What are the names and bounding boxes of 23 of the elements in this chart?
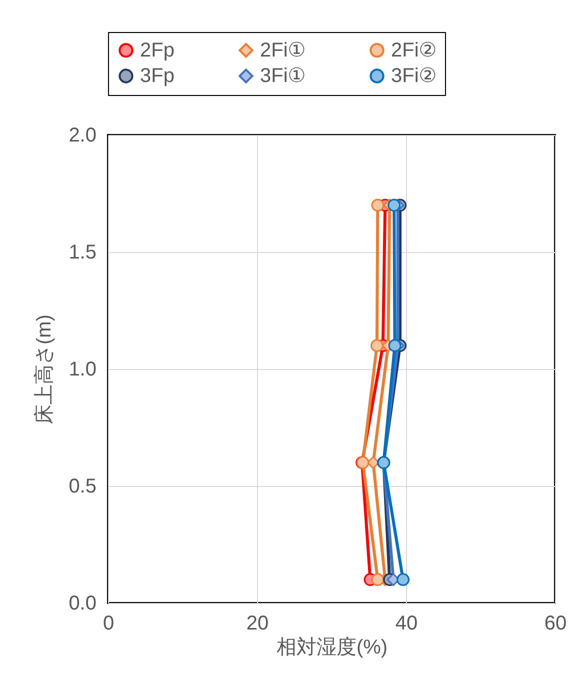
legend-label: 2Fp <box>140 39 174 62</box>
legend-label: 2Fi① <box>260 39 306 62</box>
legend-label: 3Fi① <box>260 65 306 87</box>
legend-label: 3Fp <box>140 65 174 87</box>
y-tick-label: 2.0 <box>68 124 96 146</box>
point <box>396 573 410 586</box>
point <box>388 339 402 352</box>
y-tick-label: 0.0 <box>68 592 96 614</box>
x-tick-label: 0 <box>102 612 114 634</box>
legend-label: 2Fi② <box>391 39 437 62</box>
y-tick-label: 1.0 <box>68 358 96 380</box>
point <box>388 198 401 212</box>
x-tick-label: 60 <box>544 612 567 634</box>
x-axis-title: 相対湿度(%) <box>276 636 388 658</box>
y-axis-title: 床上高さ(m) <box>32 314 56 424</box>
y-tick-label: 1.5 <box>68 242 96 264</box>
legend-label: 3Fi② <box>391 65 437 87</box>
y-tick-label: 0.5 <box>68 476 96 498</box>
point <box>371 198 384 212</box>
point <box>370 339 384 352</box>
x-tick-label: 40 <box>395 612 418 634</box>
point <box>371 573 384 586</box>
x-tick-label: 20 <box>246 612 269 634</box>
